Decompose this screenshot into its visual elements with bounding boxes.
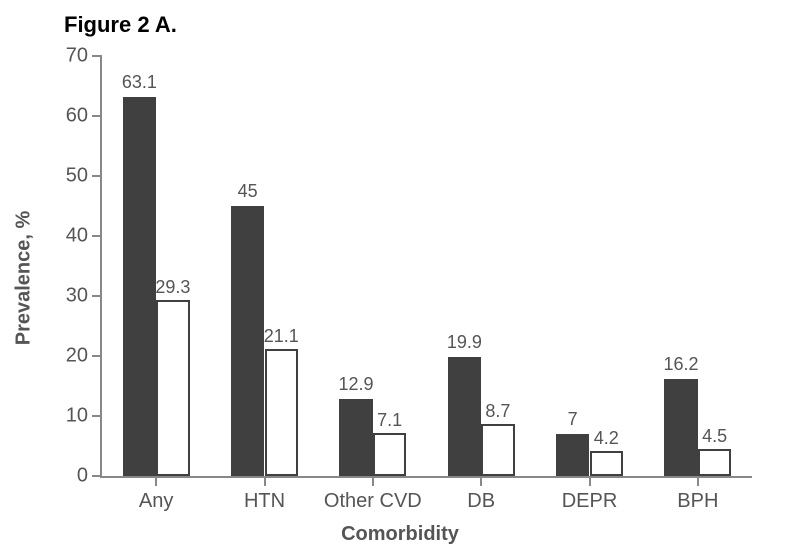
y-tick <box>92 355 102 357</box>
x-tick-label: Any <box>139 490 173 513</box>
y-tick-label: 0 <box>77 465 88 488</box>
chart-container: Figure 2 A. Prevalence, % Comorbidity 01… <box>0 0 800 556</box>
y-tick <box>92 235 102 237</box>
bar-series-light: 7.1 <box>373 433 407 476</box>
bar-series-light: 4.2 <box>590 451 624 476</box>
x-tick-label: HTN <box>244 490 285 513</box>
y-axis-label: Prevalence, % <box>13 211 36 346</box>
x-tick-label: DEPR <box>562 490 618 513</box>
bar-series-light: 4.5 <box>698 449 732 476</box>
y-tick <box>92 55 102 57</box>
x-tick <box>697 476 699 486</box>
x-tick <box>372 476 374 486</box>
x-tick <box>589 476 591 486</box>
bar-value-label: 63.1 <box>122 72 157 93</box>
y-tick <box>92 295 102 297</box>
x-tick <box>155 476 157 486</box>
plot-area: 010203040506070Any63.129.3HTN4521.1Other… <box>100 56 752 478</box>
y-tick <box>92 475 102 477</box>
bar-value-label: 12.9 <box>339 374 374 395</box>
bar-series-dark: 7 <box>556 434 590 476</box>
x-tick-label: Other CVD <box>324 490 422 513</box>
y-tick <box>92 415 102 417</box>
bar-series-dark: 16.2 <box>664 379 698 476</box>
bar-value-label: 29.3 <box>155 277 190 298</box>
bar-value-label: 19.9 <box>447 332 482 353</box>
bar-series-dark: 63.1 <box>123 97 157 476</box>
bar-series-light: 21.1 <box>265 349 299 476</box>
y-tick-label: 40 <box>66 225 88 248</box>
bar-series-light: 8.7 <box>481 424 515 476</box>
x-tick-label: DB <box>467 490 495 513</box>
x-axis-label: Comorbidity <box>341 523 459 546</box>
bar-series-light: 29.3 <box>156 300 190 476</box>
bar-value-label: 7 <box>568 409 578 430</box>
bar-series-dark: 45 <box>231 206 265 476</box>
y-tick-label: 30 <box>66 285 88 308</box>
bar-value-label: 4.5 <box>702 426 727 447</box>
bar-value-label: 45 <box>238 181 258 202</box>
y-tick-label: 10 <box>66 405 88 428</box>
bar-series-dark: 19.9 <box>448 357 482 476</box>
y-tick-label: 20 <box>66 345 88 368</box>
bar-value-label: 21.1 <box>264 326 299 347</box>
figure-title: Figure 2 A. <box>64 12 177 38</box>
y-tick <box>92 115 102 117</box>
x-tick <box>480 476 482 486</box>
y-tick-label: 70 <box>66 45 88 68</box>
x-tick <box>264 476 266 486</box>
y-tick-label: 60 <box>66 105 88 128</box>
y-tick <box>92 175 102 177</box>
bar-value-label: 4.2 <box>594 428 619 449</box>
bar-value-label: 8.7 <box>485 401 510 422</box>
x-tick-label: BPH <box>677 490 718 513</box>
bar-series-dark: 12.9 <box>339 399 373 476</box>
bar-value-label: 7.1 <box>377 410 402 431</box>
bar-value-label: 16.2 <box>664 354 699 375</box>
y-tick-label: 50 <box>66 165 88 188</box>
